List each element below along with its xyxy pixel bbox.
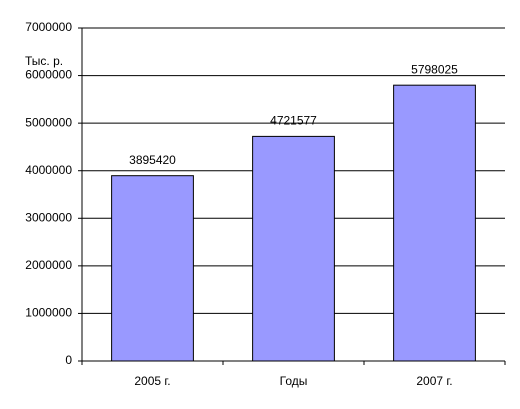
y-tick-label: 7000000 bbox=[25, 20, 72, 34]
data-label: 5798025 bbox=[411, 62, 458, 76]
bar bbox=[393, 84, 476, 362]
y-tick-label: 5000000 bbox=[25, 115, 72, 129]
data-label: 4721577 bbox=[270, 114, 317, 128]
y-tick-label: 3000000 bbox=[25, 210, 72, 224]
y-tick-label: 2000000 bbox=[25, 258, 72, 272]
x-tick-label: 2007 г. bbox=[416, 374, 452, 388]
y-tick-label: 4000000 bbox=[25, 163, 72, 177]
x-tick-label: 2005 г. bbox=[134, 374, 170, 388]
x-tick-label: Годы bbox=[280, 374, 308, 388]
data-label: 3895420 bbox=[129, 153, 176, 167]
y-tick-label: 6000000 bbox=[25, 68, 72, 82]
y-axis-label: Тыс. р. bbox=[25, 54, 63, 68]
y-tick-label: 0 bbox=[65, 353, 72, 367]
bar bbox=[252, 135, 335, 362]
y-tick-label: 1000000 bbox=[25, 306, 72, 320]
bar bbox=[111, 175, 194, 362]
